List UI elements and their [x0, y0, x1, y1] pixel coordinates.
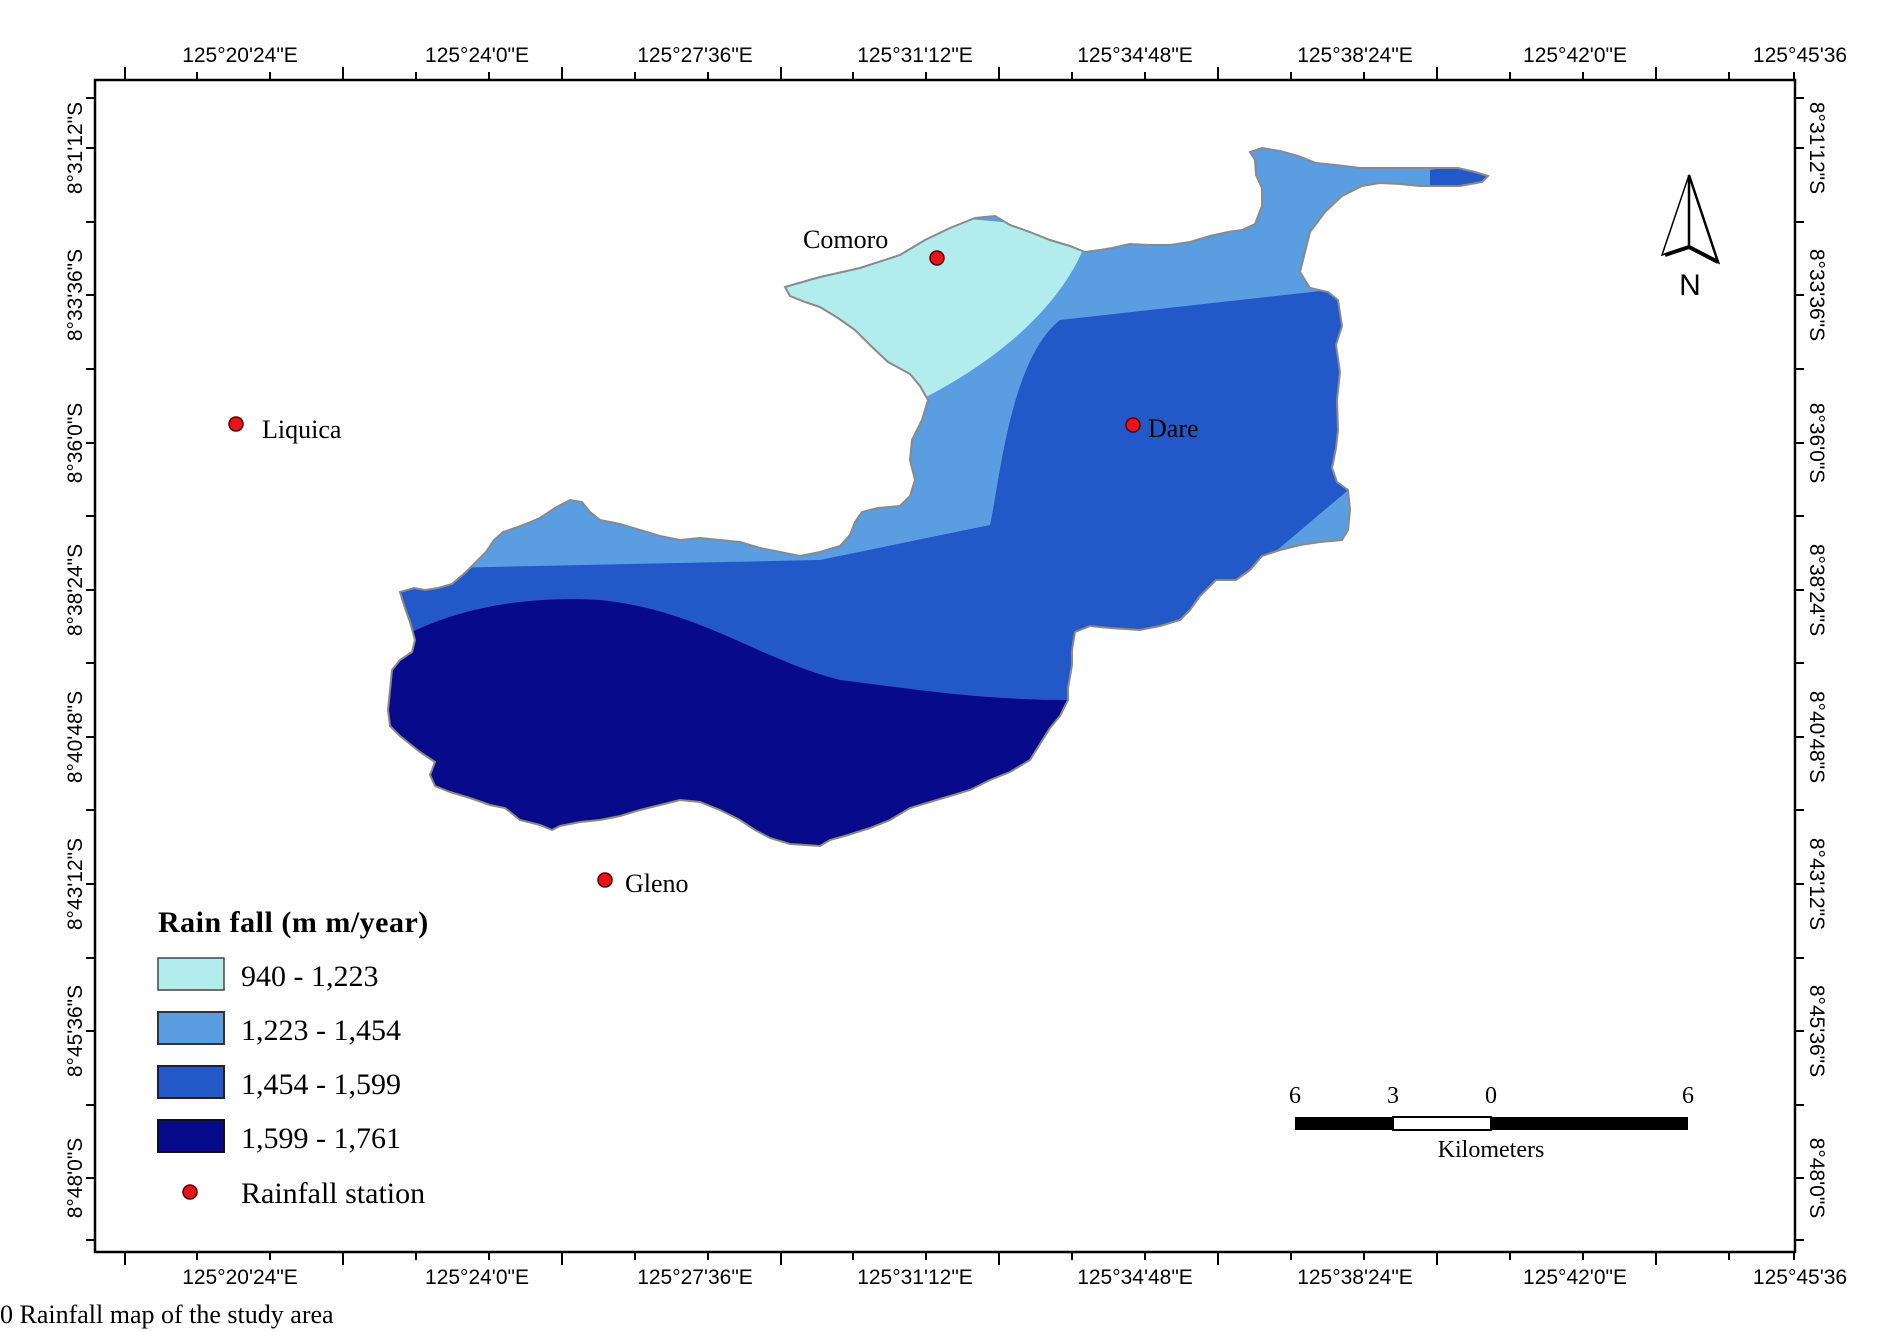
top-lon-label: 125°38'24"E — [1297, 44, 1413, 67]
scale-segment — [1392, 1116, 1492, 1131]
left-lat-label: 8°38'24"S — [64, 544, 87, 636]
station-dare: Dare — [1125, 414, 1199, 443]
bottom-lon-label: 125°42'0"E — [1523, 1266, 1627, 1289]
rainfall-zone-1599-1761 — [388, 599, 1100, 846]
rainfall-stations: Comoro Liquica Dare Gleno — [228, 225, 1199, 898]
legend-label: 1,223 - 1,454 — [241, 1014, 401, 1047]
scale-tick-label: 3 — [1387, 1083, 1399, 1109]
scale-segment — [1491, 1117, 1688, 1130]
legend-label: 1,599 - 1,761 — [241, 1122, 401, 1155]
left-lat-label: 8°31'12"S — [64, 102, 87, 194]
scale-tick-label: 0 — [1485, 1083, 1497, 1109]
bottom-longitude-labels: 125°20'24"E 125°24'0"E 125°27'36"E 125°3… — [182, 1266, 1847, 1289]
right-lat-label: 8°48'0"S — [1805, 1138, 1828, 1219]
left-lat-label: 8°45'36"S — [64, 985, 87, 1077]
bottom-lon-label: 125°34'48"E — [1077, 1266, 1193, 1289]
station-marker — [597, 872, 613, 888]
station-label: Dare — [1148, 414, 1199, 443]
top-lon-label: 125°27'36"E — [637, 44, 753, 67]
top-lon-label: 125°45'36 — [1753, 44, 1847, 67]
legend-swatch — [157, 1011, 225, 1045]
station-label: Liquica — [262, 415, 342, 444]
top-lon-label: 125°20'24"E — [182, 44, 298, 67]
left-lat-label: 8°40'48"S — [64, 691, 87, 783]
scale-tick-label: 6 — [1682, 1083, 1694, 1109]
legend-swatch — [157, 1065, 225, 1099]
station-label: Comoro — [803, 225, 888, 254]
top-lon-label: 125°42'0"E — [1523, 44, 1627, 67]
legend-station-label: Rainfall station — [241, 1177, 425, 1210]
scale-bar: 6 3 0 6 Kilometers — [1289, 1083, 1694, 1163]
catchment-outline — [386, 146, 1490, 848]
scale-unit: Kilometers — [1438, 1137, 1545, 1163]
bottom-lon-label: 125°45'36 — [1753, 1266, 1847, 1289]
right-lat-label: 8°40'48"S — [1805, 691, 1828, 783]
bottom-lon-label: 125°27'36"E — [637, 1266, 753, 1289]
station-marker — [1125, 417, 1141, 433]
legend-label: 1,454 - 1,599 — [241, 1068, 401, 1101]
scale-tick-label: 6 — [1289, 1083, 1301, 1109]
legend-title: Rain fall (m m/year) — [158, 906, 429, 939]
left-latitude-labels: 8°31'12"S 8°33'36"S 8°36'0"S 8°38'24"S 8… — [64, 102, 87, 1218]
bottom-lon-label: 125°38'24"E — [1297, 1266, 1413, 1289]
top-longitude-labels: 125°20'24"E 125°24'0"E 125°27'36"E 125°3… — [182, 44, 1847, 67]
figure-caption: 0 Rainfall map of the study area — [0, 1300, 334, 1329]
left-lat-label: 8°48'0"S — [64, 1138, 87, 1219]
legend-label: 940 - 1,223 — [241, 960, 379, 993]
right-lat-label: 8°33'36"S — [1805, 249, 1828, 341]
right-latitude-labels: 8°31'12"S 8°33'36"S 8°36'0"S 8°38'24"S 8… — [1805, 102, 1828, 1218]
legend-swatch — [157, 1119, 225, 1153]
station-comoro: Comoro — [803, 225, 945, 266]
station-gleno: Gleno — [597, 869, 689, 898]
station-marker — [929, 250, 945, 266]
left-lat-label: 8°33'36"S — [64, 249, 87, 341]
left-lat-label: 8°36'0"S — [64, 403, 87, 484]
north-arrow: N — [1660, 174, 1721, 302]
bottom-lon-label: 125°20'24"E — [182, 1266, 298, 1289]
station-label: Gleno — [625, 869, 689, 898]
left-lat-label: 8°43'12"S — [64, 838, 87, 930]
station-liquica: Liquica — [228, 415, 342, 444]
right-lat-label: 8°36'0"S — [1805, 403, 1828, 484]
legend-station-marker — [182, 1184, 198, 1200]
right-lat-label: 8°31'12"S — [1805, 102, 1828, 194]
right-lat-label: 8°38'24"S — [1805, 544, 1828, 636]
bottom-lon-label: 125°31'12"E — [857, 1266, 973, 1289]
north-label: N — [1679, 269, 1701, 302]
top-lon-label: 125°34'48"E — [1077, 44, 1193, 67]
graticule-ticks — [86, 67, 1804, 1265]
scale-segment — [1295, 1117, 1393, 1130]
north-arrow-base — [1664, 244, 1719, 264]
top-lon-label: 125°31'12"E — [857, 44, 973, 67]
right-lat-label: 8°43'12"S — [1805, 838, 1828, 930]
station-marker — [228, 416, 244, 432]
legend: Rain fall (m m/year) 940 - 1,223 1,223 -… — [157, 906, 429, 1210]
top-lon-label: 125°24'0"E — [425, 44, 529, 67]
bottom-lon-label: 125°24'0"E — [425, 1266, 529, 1289]
legend-swatch — [157, 957, 225, 991]
right-lat-label: 8°45'36"S — [1805, 985, 1828, 1077]
